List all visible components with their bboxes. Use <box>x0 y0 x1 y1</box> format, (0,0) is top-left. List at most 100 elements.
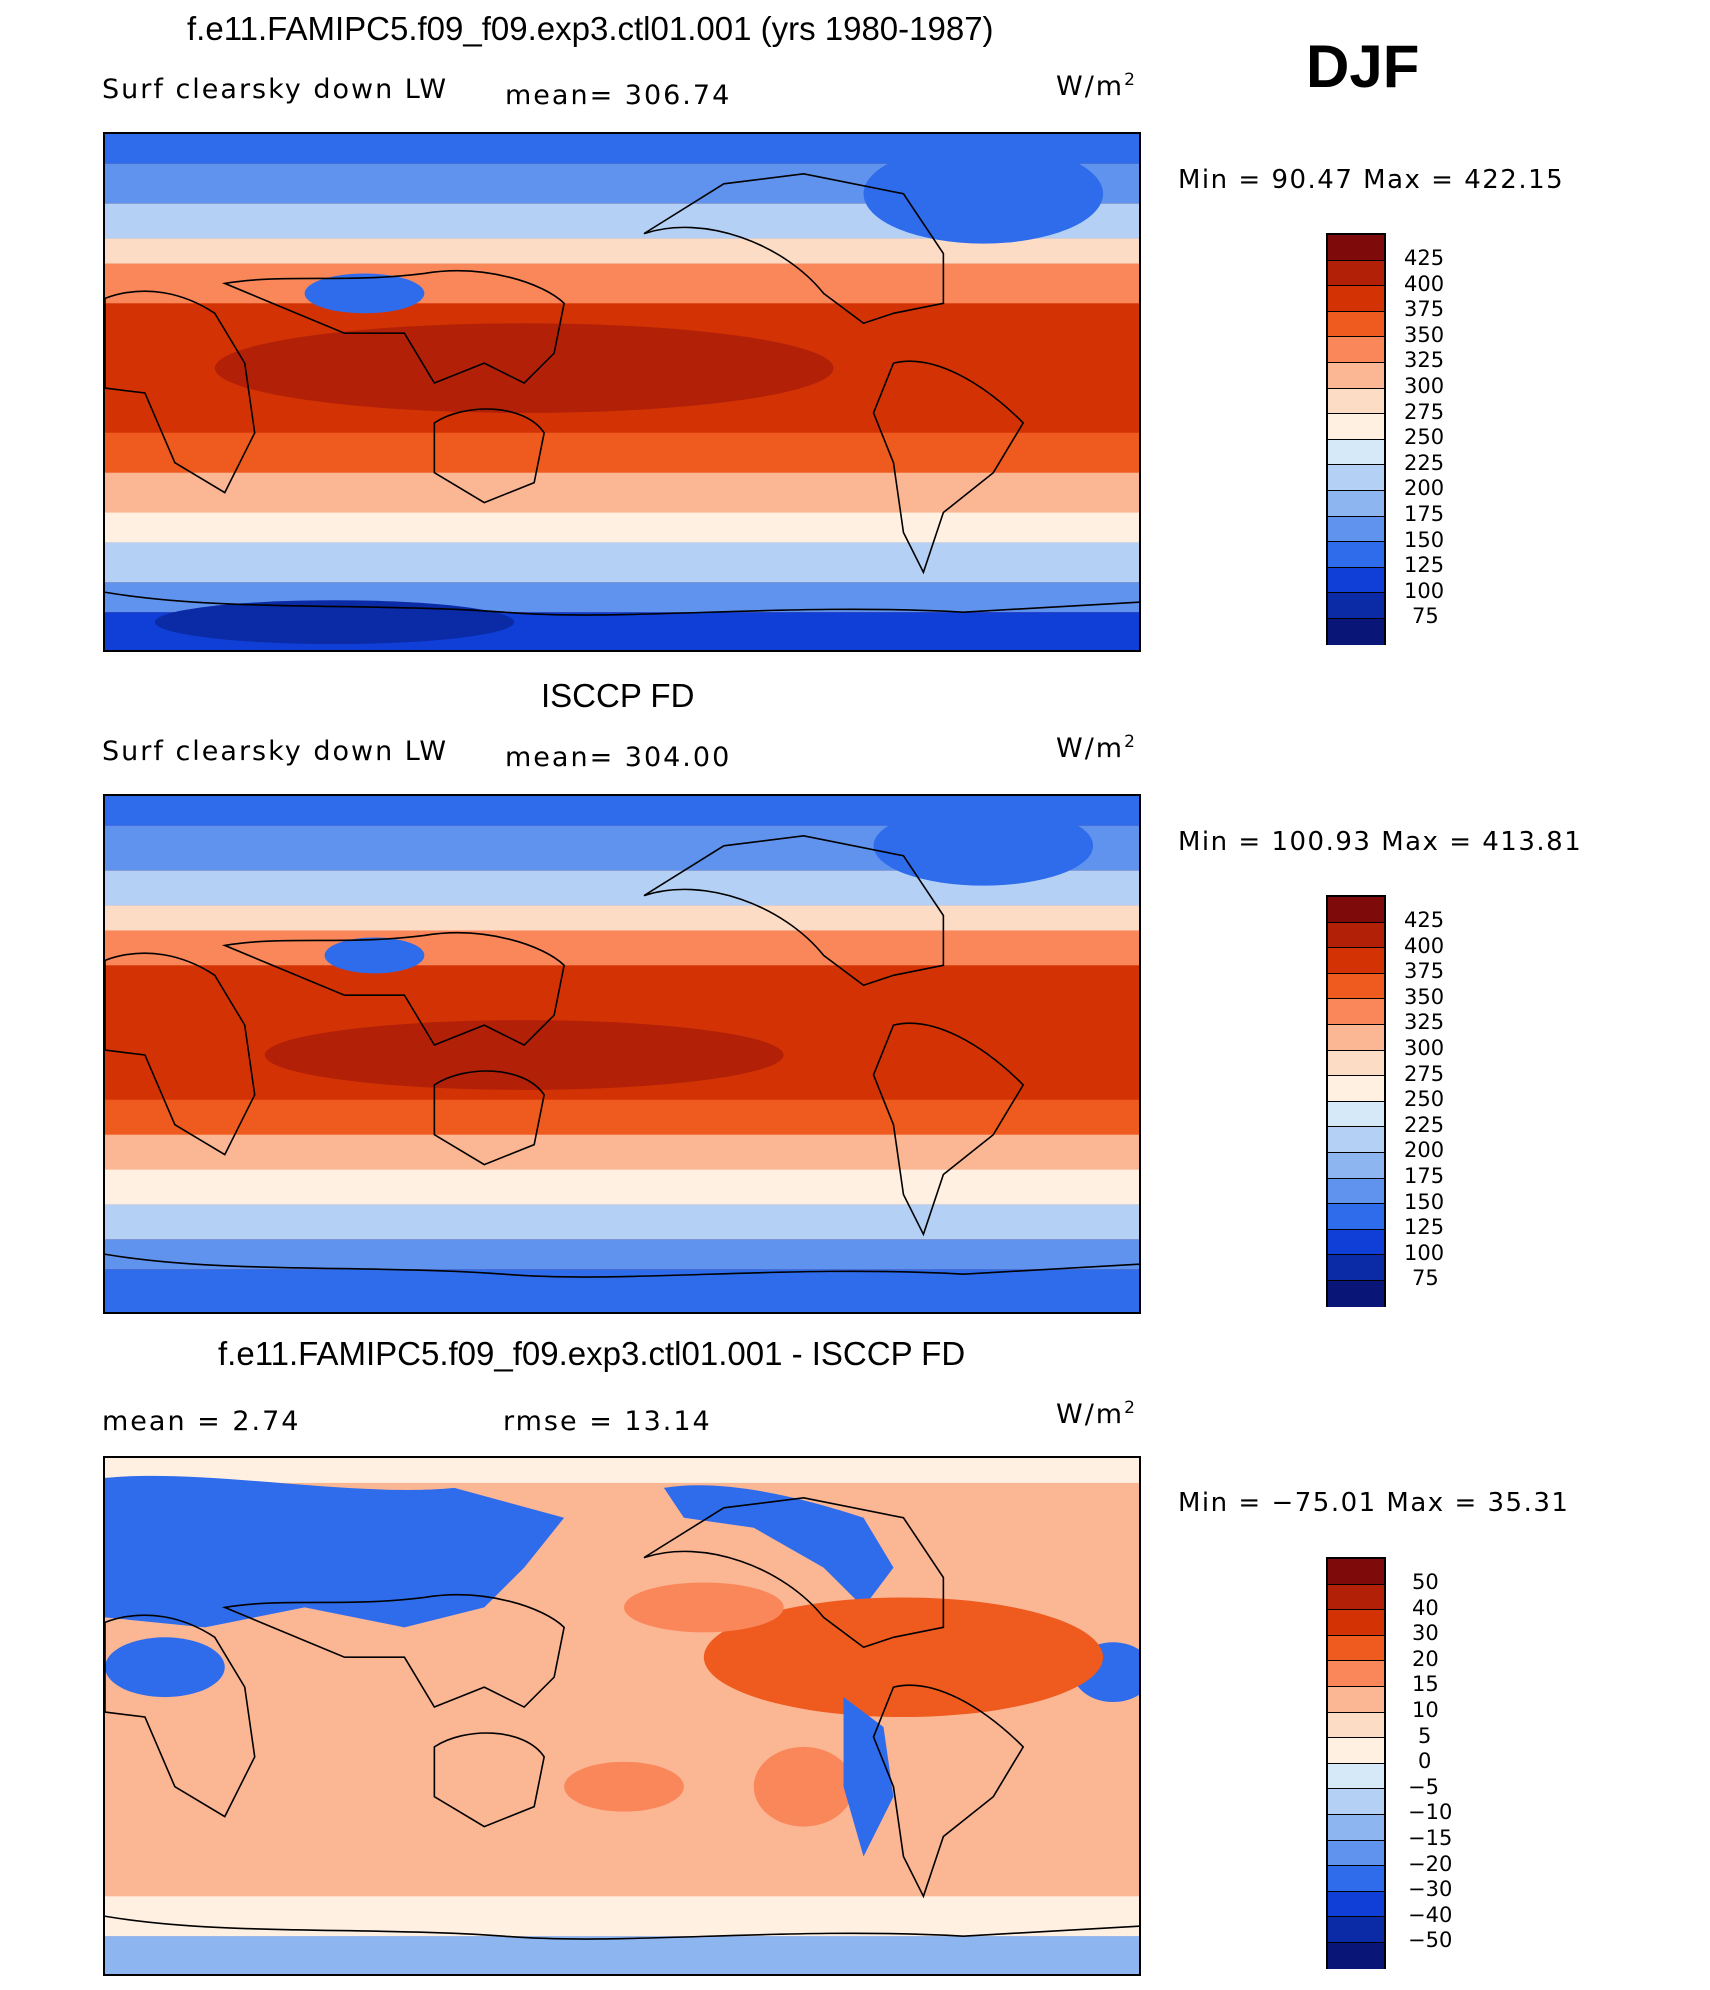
colorbar-label: 75 <box>1412 1266 1439 1290</box>
colorbar-label: −40 <box>1408 1903 1453 1927</box>
colorbar-swatch <box>1328 1814 1384 1841</box>
panel-model-units: W/m2 <box>1056 70 1137 102</box>
colorbar-swatch <box>1328 1584 1384 1611</box>
colorbar-swatch <box>1328 1229 1384 1256</box>
panel-diff-title: f.e11.FAMIPC5.f09_f09.exp3.ctl01.001 - I… <box>218 1335 966 1372</box>
panel-model-title: f.e11.FAMIPC5.f09_f09.exp3.ctl01.001 (yr… <box>187 10 994 47</box>
colorbar-swatch <box>1328 1917 1384 1943</box>
colorbar-label: 100 <box>1404 1241 1445 1265</box>
colorbar-swatch <box>1328 1280 1384 1307</box>
colorbar-swatch <box>1328 593 1384 619</box>
panel-diff-colorbar <box>1326 1557 1386 1969</box>
colorbar-swatch <box>1328 1101 1384 1128</box>
colorbar-label: 125 <box>1404 1215 1445 1239</box>
colorbar-label: 200 <box>1404 476 1445 500</box>
colorbar-swatch <box>1328 1789 1384 1815</box>
colorbar-swatch <box>1328 1891 1384 1918</box>
map-surface <box>105 1458 1139 1974</box>
season-label: DJF <box>1306 33 1420 100</box>
colorbar-label: 30 <box>1412 1621 1439 1645</box>
colorbar-swatch <box>1328 1610 1384 1636</box>
panel-obs-colorbar <box>1326 895 1386 1307</box>
colorbar-swatch <box>1328 465 1384 491</box>
colorbar-label: 325 <box>1404 1010 1445 1034</box>
colorbar-label: 100 <box>1404 579 1445 603</box>
panel-obs-title: ISCCP FD <box>541 677 695 714</box>
colorbar-label: 150 <box>1404 1190 1445 1214</box>
colorbar-swatch <box>1328 973 1384 1000</box>
colorbar-swatch <box>1328 922 1384 949</box>
colorbar-label: 275 <box>1404 1062 1445 1086</box>
colorbar-label: 10 <box>1412 1698 1439 1722</box>
colorbar-label: −50 <box>1408 1928 1453 1952</box>
colorbar-swatch <box>1328 542 1384 568</box>
colorbar-label: 125 <box>1404 553 1445 577</box>
colorbar-swatch <box>1328 1127 1384 1153</box>
colorbar-label: 425 <box>1404 908 1445 932</box>
colorbar-swatch <box>1328 1942 1384 1969</box>
colorbar-swatch <box>1328 948 1384 974</box>
panel-obs-variable-label: Surf clearsky down LW <box>102 736 449 767</box>
colorbar-label: 5 <box>1418 1724 1432 1748</box>
panel-obs-mean-label: mean= 304.00 <box>505 742 732 773</box>
map-surface <box>105 134 1139 650</box>
colorbar-label: 300 <box>1404 1036 1445 1060</box>
colorbar-swatch <box>1328 1076 1384 1102</box>
colorbar-label: 225 <box>1404 1113 1445 1137</box>
colorbar-label: 75 <box>1412 604 1439 628</box>
colorbar-label: 300 <box>1404 374 1445 398</box>
colorbar-label: 425 <box>1404 246 1445 270</box>
colorbar-label: −20 <box>1408 1852 1453 1876</box>
colorbar-label: 400 <box>1404 934 1445 958</box>
panel-model-variable-label: Surf clearsky down LW <box>102 74 449 105</box>
colorbar-swatch <box>1328 1661 1384 1687</box>
colorbar-swatch <box>1328 1152 1384 1179</box>
colorbar-swatch <box>1328 897 1384 923</box>
colorbar-swatch <box>1328 311 1384 338</box>
map-surface <box>105 796 1139 1312</box>
colorbar-swatch <box>1328 1204 1384 1230</box>
colorbar-swatch <box>1328 516 1384 543</box>
colorbar-swatch <box>1328 388 1384 415</box>
colorbar-swatch <box>1328 1255 1384 1281</box>
colorbar-swatch <box>1328 1738 1384 1764</box>
colorbar-swatch <box>1328 490 1384 517</box>
colorbar-swatch <box>1328 1712 1384 1739</box>
colorbar-label: 175 <box>1404 502 1445 526</box>
colorbar-label: 200 <box>1404 1138 1445 1162</box>
colorbar-swatch <box>1328 260 1384 287</box>
panel-model-colorbar <box>1326 233 1386 645</box>
colorbar-swatch <box>1328 337 1384 363</box>
panel-diff-rmse-label: rmse = 13.14 <box>503 1406 712 1437</box>
panel-diff-mean-label: mean = 2.74 <box>102 1406 301 1437</box>
colorbar-swatch <box>1328 618 1384 645</box>
colorbar-swatch <box>1328 1635 1384 1662</box>
colorbar-label: −10 <box>1408 1800 1453 1824</box>
colorbar-swatch <box>1328 1178 1384 1205</box>
colorbar-swatch <box>1328 1866 1384 1892</box>
colorbar-label: 40 <box>1412 1596 1439 1620</box>
colorbar-label: 275 <box>1404 400 1445 424</box>
panel-obs-units: W/m2 <box>1056 732 1137 764</box>
colorbar-label: 350 <box>1404 985 1445 1009</box>
colorbar-swatch <box>1328 414 1384 440</box>
panel-diff-map <box>103 1456 1141 1976</box>
colorbar-label: 375 <box>1404 297 1445 321</box>
colorbar-label: 250 <box>1404 1087 1445 1111</box>
colorbar-label: 150 <box>1404 528 1445 552</box>
panel-model-mean-label: mean= 306.74 <box>505 80 732 111</box>
colorbar-swatch <box>1328 1763 1384 1790</box>
panel-obs-minmax: Min = 100.93 Max = 413.81 <box>1178 827 1583 857</box>
colorbar-swatch <box>1328 567 1384 594</box>
colorbar-label: 375 <box>1404 959 1445 983</box>
colorbar-label: 0 <box>1418 1749 1432 1773</box>
colorbar-label: 325 <box>1404 348 1445 372</box>
colorbar-swatch <box>1328 1686 1384 1713</box>
panel-model-minmax: Min = 90.47 Max = 422.15 <box>1178 165 1565 195</box>
panel-obs-map <box>103 794 1141 1314</box>
colorbar-label: 15 <box>1412 1672 1439 1696</box>
colorbar-label: −30 <box>1408 1877 1453 1901</box>
colorbar-swatch <box>1328 235 1384 261</box>
colorbar-swatch <box>1328 999 1384 1025</box>
colorbar-label: 175 <box>1404 1164 1445 1188</box>
